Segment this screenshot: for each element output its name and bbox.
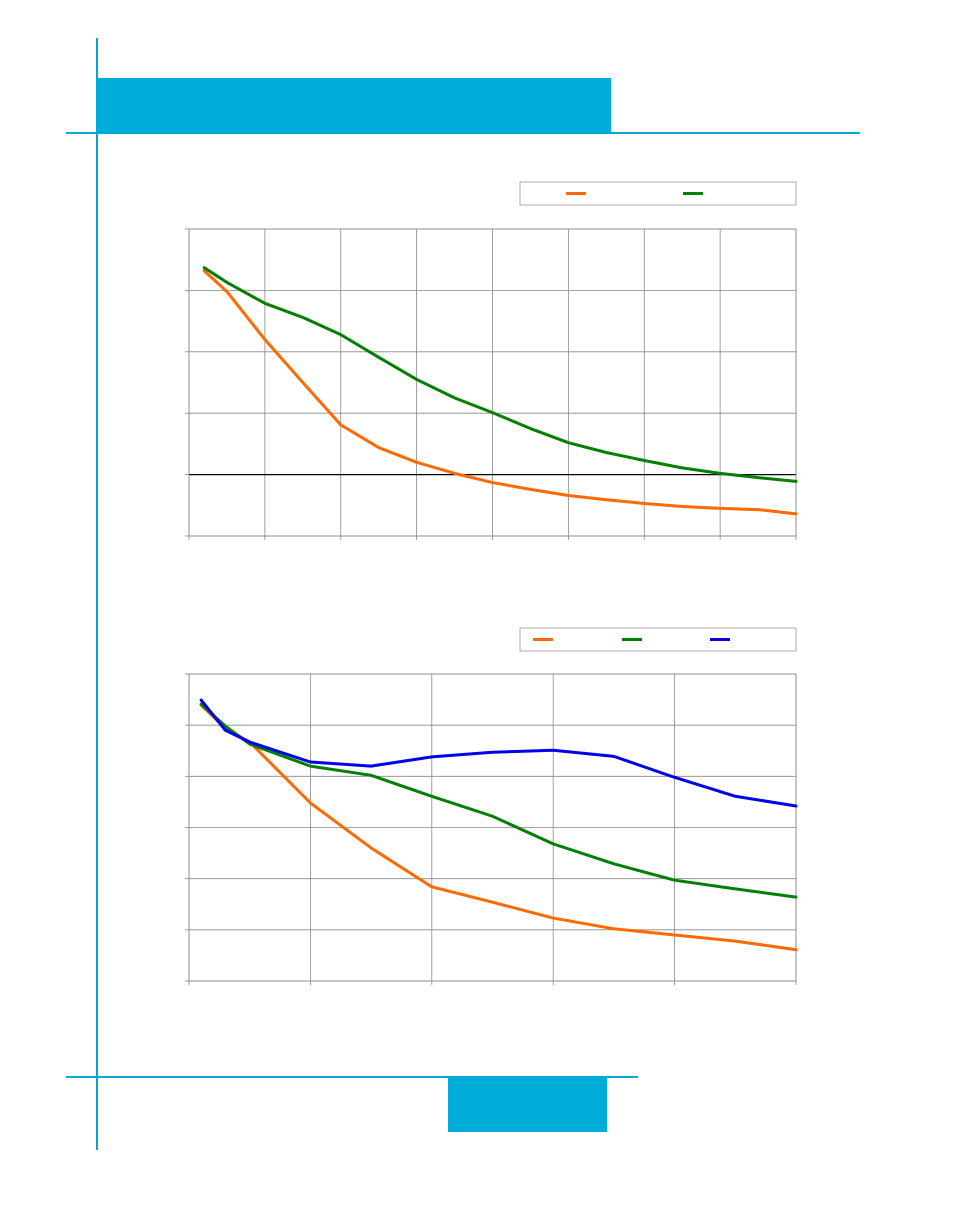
- legend: [519, 181, 797, 206]
- header-bar: [97, 78, 611, 133]
- footer-bar: [448, 1077, 607, 1132]
- plot-border: [188, 228, 797, 537]
- plot-border: [188, 673, 797, 982]
- series-line: [199, 702, 798, 899]
- series-line: [199, 698, 798, 808]
- series-line: [202, 269, 798, 516]
- legend: [519, 627, 797, 652]
- series-line: [202, 266, 798, 483]
